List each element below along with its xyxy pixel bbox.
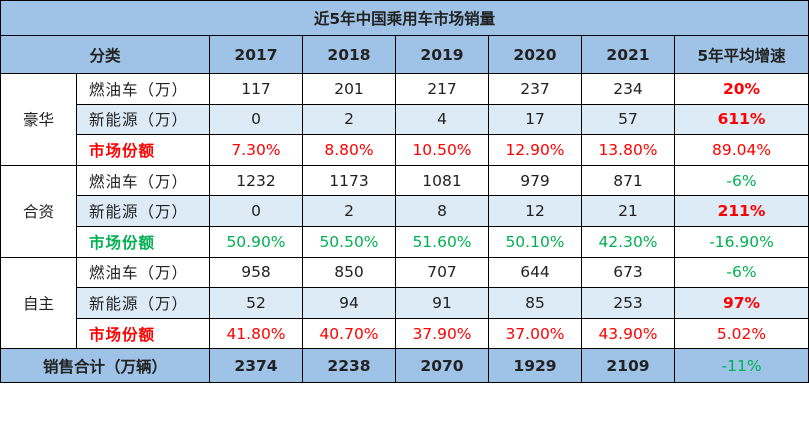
cell-value: 21 [581, 195, 675, 227]
cell-value: 234 [581, 73, 675, 105]
total-value: 1929 [488, 348, 582, 384]
cell-value: 57 [581, 103, 675, 136]
cell-value: 8.80% [302, 134, 396, 166]
header-category: 分类 [0, 35, 210, 74]
row-label: 燃油车（万） [76, 73, 210, 105]
header-year: 2021 [581, 35, 675, 74]
table-row: 新能源（万） 52 94 91 85 253 97% [1, 287, 809, 319]
cell-value: 871 [581, 164, 675, 197]
cell-value: 50.50% [302, 225, 396, 258]
row-label-share: 市场份额 [76, 134, 210, 166]
group-name: 自主 [0, 256, 77, 350]
cell-value: 1081 [395, 164, 489, 197]
cell-value: 0 [209, 195, 303, 227]
table-title: 近5年中国乘用车市场销量 [0, 0, 809, 36]
cell-value: 52 [209, 287, 303, 319]
cell-value: 1232 [209, 164, 303, 197]
table-row: 合资 燃油车（万） 1232 1173 1081 979 871 -6% [0, 164, 809, 258]
header-year: 2018 [302, 35, 396, 74]
total-value: 2238 [302, 348, 396, 384]
cell-value: 217 [395, 73, 489, 105]
total-value: 2109 [581, 348, 675, 384]
table-row: 新能源（万） 0 2 4 17 57 611% [1, 103, 809, 136]
row-label-share: 市场份额 [76, 225, 210, 258]
cell-value: 12.90% [488, 134, 582, 166]
cell-value: 12 [488, 195, 582, 227]
cell-value: 51.60% [395, 225, 489, 258]
header-year: 2020 [488, 35, 582, 74]
cell-value: 91 [395, 287, 489, 319]
cell-value: 17 [488, 103, 582, 136]
cell-value: 707 [395, 256, 489, 289]
title-row: 近5年中国乘用车市场销量 [0, 0, 809, 36]
cell-value: 979 [488, 164, 582, 197]
group-name: 豪华 [0, 73, 77, 166]
cell-growth: 611% [673, 103, 809, 136]
cell-value: 37.90% [395, 317, 489, 350]
cell-value: 42.30% [581, 225, 675, 258]
sales-table: 近5年中国乘用车市场销量 分类 2017 2018 2019 2020 2021… [0, 0, 809, 384]
cell-value: 237 [488, 73, 582, 105]
total-growth: -11% [673, 348, 809, 384]
table-row: 市场份额 50.90% 50.50% 51.60% 50.10% 42.30% -16.90… [1, 225, 809, 258]
row-label: 新能源（万） [76, 287, 210, 319]
header-year: 2019 [395, 35, 489, 74]
table-row: 豪华 燃油车（万） 117 201 217 237 234 20% [0, 73, 809, 166]
total-value: 2374 [209, 348, 303, 384]
cell-value: 37.00% [488, 317, 582, 350]
cell-value: 1173 [302, 164, 396, 197]
table-row: 市场份额 41.80% 40.70% 37.90% 37.00% 43.90% 5.02% [1, 317, 809, 350]
header-year: 2017 [209, 35, 303, 74]
cell-value: 13.80% [581, 134, 675, 166]
total-row: 销售合计（万辆） 2374 2238 2070 1929 2109 -11% [0, 348, 809, 384]
cell-growth: 211% [673, 195, 809, 227]
cell-value: 644 [488, 256, 582, 289]
cell-value: 850 [302, 256, 396, 289]
header-growth: 5年平均增速 [673, 35, 809, 74]
row-label-share: 市场份额 [76, 317, 210, 350]
cell-growth: 20% [673, 73, 809, 105]
cell-growth: -6% [673, 256, 809, 289]
group-name: 合资 [0, 164, 77, 258]
cell-value: 117 [209, 73, 303, 105]
cell-value: 50.10% [488, 225, 582, 258]
header-row: 分类 2017 2018 2019 2020 2021 5年平均增速 [0, 35, 809, 74]
row-label: 燃油车（万） [76, 164, 210, 197]
cell-growth: 97% [673, 287, 809, 319]
cell-value: 253 [581, 287, 675, 319]
cell-value: 50.90% [209, 225, 303, 258]
cell-growth: 5.02% [673, 317, 809, 350]
cell-value: 40.70% [302, 317, 396, 350]
table-row: 市场份额 7.30% 8.80% 10.50% 12.90% 13.80% 89.04% [1, 134, 809, 166]
cell-value: 673 [581, 256, 675, 289]
table-row: 自主 燃油车（万） 958 850 707 644 673 -6% [0, 256, 809, 350]
cell-value: 7.30% [209, 134, 303, 166]
cell-value: 958 [209, 256, 303, 289]
cell-value: 43.90% [581, 317, 675, 350]
cell-value: 2 [302, 195, 396, 227]
cell-growth: 89.04% [673, 134, 809, 166]
cell-value: 41.80% [209, 317, 303, 350]
cell-value: 0 [209, 103, 303, 136]
cell-growth: -16.90% [673, 225, 809, 258]
cell-growth: -6% [673, 164, 809, 197]
row-label: 新能源（万） [76, 195, 210, 227]
cell-value: 8 [395, 195, 489, 227]
total-value: 2070 [395, 348, 489, 384]
cell-value: 2 [302, 103, 396, 136]
row-label: 燃油车（万） [76, 256, 210, 289]
row-label: 新能源（万） [76, 103, 210, 136]
cell-value: 94 [302, 287, 396, 319]
cell-value: 85 [488, 287, 582, 319]
table-row: 新能源（万） 0 2 8 12 21 211% [1, 195, 809, 227]
cell-value: 201 [302, 73, 396, 105]
cell-value: 4 [395, 103, 489, 136]
cell-value: 10.50% [395, 134, 489, 166]
total-label: 销售合计（万辆） [0, 348, 210, 384]
